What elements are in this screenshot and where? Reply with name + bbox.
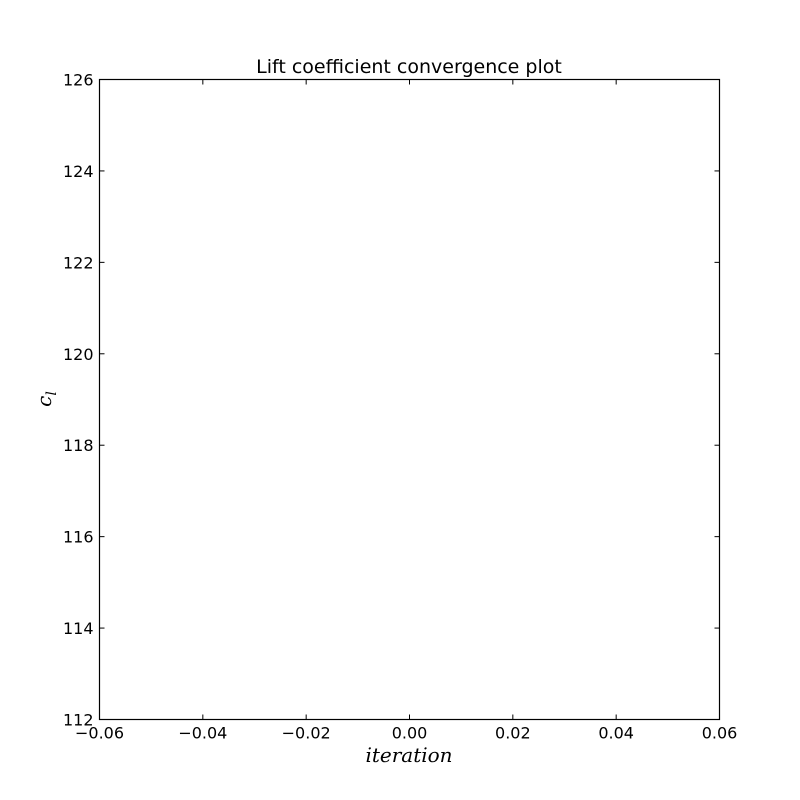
y-axis-tick-labels: 112 114 116 118 120 122 124 126 (63, 71, 94, 730)
x-tick-label: −0.04 (178, 724, 227, 743)
x-tick-label: −0.06 (75, 724, 124, 743)
x-axis-label: iteration (365, 743, 452, 767)
x-axis-ticks (99, 79, 720, 720)
x-axis-tick-labels: −0.06 −0.04 −0.02 0.00 0.02 0.04 0.06 (75, 724, 737, 743)
x-tick-label: 0.02 (495, 724, 531, 743)
y-tick-label: 116 (63, 528, 94, 547)
y-axis-ticks (99, 79, 720, 720)
chart-title: Lift coefficient convergence plot (256, 56, 562, 78)
y-axis-label: cl (32, 391, 60, 407)
y-tick-label: 114 (63, 619, 94, 638)
y-tick-label: 126 (63, 71, 94, 90)
y-axis-label-subscript: l (44, 391, 60, 395)
y-tick-label: 118 (63, 436, 94, 455)
x-tick-label: 0.00 (392, 724, 428, 743)
x-tick-label: 0.04 (598, 724, 634, 743)
x-tick-label: 0.06 (702, 724, 738, 743)
y-tick-label: 112 (63, 711, 94, 730)
y-tick-label: 122 (63, 253, 94, 272)
y-axis-label-main: c (32, 396, 56, 407)
plot-area (98, 78, 721, 721)
y-tick-label: 124 (63, 162, 94, 181)
y-tick-label: 120 (63, 345, 94, 364)
x-tick-label: −0.02 (282, 724, 331, 743)
